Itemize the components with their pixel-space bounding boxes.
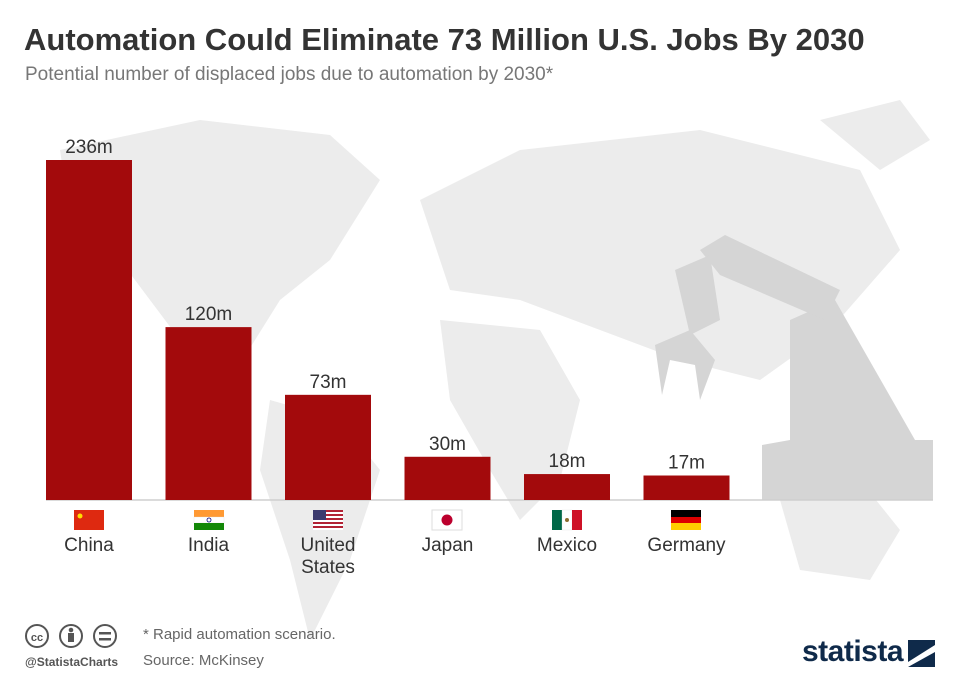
value-label: 120m — [185, 304, 233, 325]
svg-text:cc: cc — [31, 632, 43, 644]
flag-united-states — [313, 510, 343, 530]
bar — [285, 394, 371, 500]
brand-logo: statista — [802, 635, 904, 668]
x-tick-label: Mexico — [536, 535, 598, 556]
value-label: 17m — [668, 453, 705, 474]
bar — [165, 327, 252, 500]
brand-icon — [908, 640, 935, 667]
value-label: 236m — [65, 137, 113, 158]
license-icon-marks: cc — [31, 627, 111, 644]
chart-title: Automation Could Eliminate 73 Million U.… — [24, 22, 865, 57]
robot-arm-illustration — [655, 235, 933, 500]
x-tick-label: China — [64, 535, 114, 556]
bar — [404, 456, 491, 500]
footnote: * Rapid automation scenario. — [143, 626, 336, 643]
flag-germany — [671, 510, 701, 530]
x-tick-label: India — [187, 535, 230, 556]
bar — [46, 160, 132, 500]
value-label: 73m — [310, 372, 347, 393]
value-label: 30m — [429, 434, 466, 455]
chart-subtitle: Potential number of displaced jobs due t… — [25, 64, 554, 85]
value-label: 18m — [549, 451, 586, 472]
source: Source: McKinsey — [143, 652, 264, 669]
flag-india — [193, 510, 225, 530]
flag-japan — [431, 509, 463, 531]
x-tick-label: Japan — [421, 535, 474, 556]
flag-china — [74, 510, 104, 530]
flags — [74, 509, 701, 531]
bar — [524, 474, 610, 500]
x-tick-label: Germany — [647, 535, 726, 556]
x-tick-label: United States — [300, 535, 356, 578]
flag-mexico — [552, 509, 582, 531]
bar — [643, 475, 730, 500]
credit: @StatistaCharts — [25, 655, 119, 669]
license-icons — [25, 624, 117, 648]
